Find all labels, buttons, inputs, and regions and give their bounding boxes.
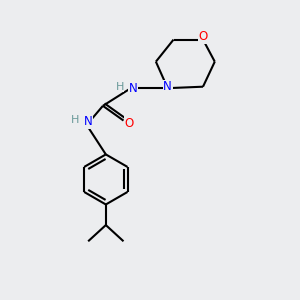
Text: N: N — [129, 82, 138, 95]
Text: N: N — [163, 80, 172, 93]
Text: O: O — [198, 30, 208, 43]
Text: O: O — [125, 117, 134, 130]
Text: H: H — [71, 115, 80, 125]
Text: H: H — [116, 82, 124, 92]
Text: N: N — [84, 115, 92, 128]
